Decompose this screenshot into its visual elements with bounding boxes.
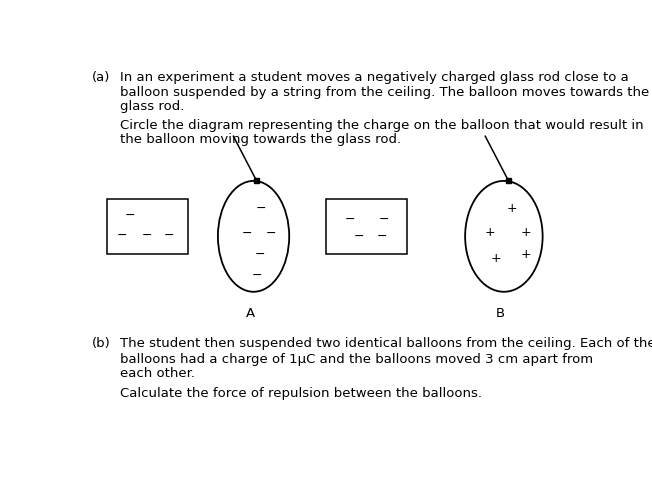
Text: −: − [142, 228, 153, 241]
Bar [254, 179, 259, 184]
Text: +: + [484, 226, 496, 239]
Ellipse shape [465, 181, 542, 292]
Text: The student then suspended two identical balloons from the ceiling. Each of the: The student then suspended two identical… [120, 337, 652, 350]
Text: balloon suspended by a string from the ceiling. The balloon moves towards the: balloon suspended by a string from the c… [120, 86, 649, 99]
Text: −: − [125, 209, 136, 222]
Text: −: − [254, 247, 265, 260]
Text: −: − [117, 228, 127, 241]
Text: +: + [520, 226, 531, 239]
Bar [506, 179, 511, 184]
Text: the balloon moving towards the glass rod.: the balloon moving towards the glass rod… [120, 132, 402, 145]
Text: balloons had a charge of 1μC and the balloons moved 3 cm apart from: balloons had a charge of 1μC and the bal… [120, 352, 593, 365]
Text: −: − [379, 213, 389, 225]
Text: Circle the diagram representing the charge on the balloon that would result in: Circle the diagram representing the char… [120, 119, 644, 131]
Text: −: − [256, 201, 267, 214]
Text: A: A [246, 306, 255, 319]
Text: −: − [252, 269, 263, 282]
Text: +: + [520, 247, 531, 260]
Text: B: B [496, 306, 505, 319]
Text: In an experiment a student moves a negatively charged glass rod close to a: In an experiment a student moves a negat… [120, 71, 629, 84]
Bar [107, 199, 188, 255]
Text: −: − [344, 213, 355, 225]
Text: glass rod.: glass rod. [120, 100, 185, 113]
Bar [326, 199, 408, 255]
Text: (b): (b) [91, 337, 110, 350]
Text: (a): (a) [91, 71, 110, 84]
Text: Calculate the force of repulsion between the balloons.: Calculate the force of repulsion between… [120, 386, 482, 399]
Text: −: − [242, 226, 252, 239]
Ellipse shape [218, 181, 289, 292]
Text: each other.: each other. [120, 366, 195, 379]
Text: −: − [377, 229, 387, 242]
Text: −: − [353, 229, 364, 242]
Text: +: + [507, 201, 517, 214]
Text: −: − [265, 226, 276, 239]
Text: +: + [491, 252, 501, 265]
Text: −: − [164, 228, 174, 241]
